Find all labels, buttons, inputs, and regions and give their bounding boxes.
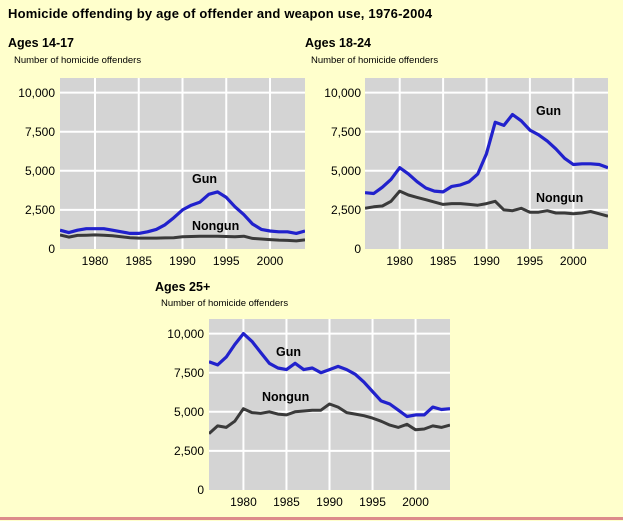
x-tick-label: 2000: [256, 254, 284, 268]
y-tick-label: 0: [48, 242, 55, 256]
plot-area: [365, 78, 608, 249]
nongun-line: [60, 233, 305, 243]
y-tick-label: 10,000: [18, 85, 55, 100]
series-label-gun: Gun: [536, 104, 561, 118]
y-tick-label: 10,000: [167, 326, 204, 341]
x-tick-label: 1985: [125, 254, 153, 268]
y-tick-label: 10,000: [324, 85, 361, 100]
y-tick-label: 5,000: [24, 163, 55, 178]
plot-area: [209, 319, 450, 490]
y-tick-label: 2,500: [24, 202, 55, 217]
y-tick-label: 5,000: [173, 404, 204, 419]
x-tick-label: 1995: [212, 254, 240, 268]
x-tick-label: 1980: [81, 254, 109, 268]
plot-area: [60, 78, 305, 249]
y-tick-label: 5,000: [330, 163, 361, 178]
y-tick-label: 7,500: [24, 124, 55, 139]
page-title: Homicide offending by age of offender an…: [8, 6, 433, 21]
gun-line: [209, 332, 450, 419]
x-tick-label: 1985: [429, 254, 457, 268]
x-tick-label: 1995: [516, 254, 544, 268]
series-label-nongun: Nongun: [192, 219, 240, 233]
x-tick-label: 1995: [359, 495, 386, 509]
nongun-line: [365, 189, 608, 218]
nongun-line: [209, 402, 450, 435]
chart-y-axis-title: Number of homicide offenders: [161, 298, 289, 309]
gun-line: [60, 190, 305, 235]
series-label-nongun: Nongun: [262, 390, 310, 404]
y-tick-label: 2,500: [330, 202, 361, 217]
chart-title: Ages 25+: [155, 280, 211, 294]
y-tick-label: 2,500: [173, 443, 204, 458]
series-label-gun: Gun: [192, 172, 217, 186]
chart-title: Ages 14-17: [8, 36, 75, 50]
x-tick-label: 2000: [559, 254, 587, 268]
x-tick-label: 2000: [402, 495, 429, 509]
x-tick-label: 1980: [386, 254, 414, 268]
x-tick-label: 1990: [473, 254, 500, 268]
series-label-nongun: Nongun: [536, 191, 584, 205]
y-tick-label: 7,500: [330, 124, 361, 139]
x-tick-label: 1985: [273, 495, 300, 509]
x-tick-label: 1990: [169, 254, 196, 268]
chart-title: Ages 18-24: [305, 36, 372, 50]
gun-line: [365, 112, 608, 196]
y-tick-label: 0: [197, 483, 204, 497]
y-tick-label: 7,500: [173, 365, 204, 380]
chart-y-axis-title: Number of homicide offenders: [311, 55, 439, 66]
y-tick-label: 0: [354, 242, 361, 256]
footer-rule: [0, 517, 623, 520]
x-tick-label: 1990: [316, 495, 343, 509]
chart-y-axis-title: Number of homicide offenders: [14, 55, 142, 66]
x-tick-label: 1980: [230, 495, 257, 509]
series-label-gun: Gun: [276, 345, 301, 359]
